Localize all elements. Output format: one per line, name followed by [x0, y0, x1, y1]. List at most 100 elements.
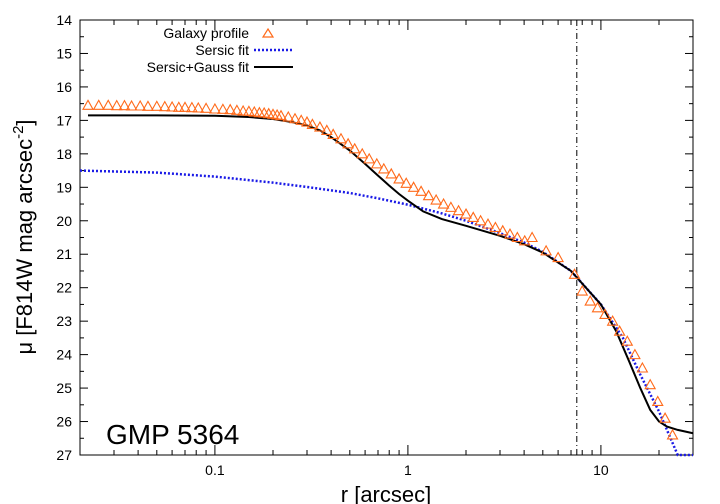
profile-point [599, 308, 611, 320]
y-tick-label: 23 [56, 313, 72, 329]
y-tick-label: 17 [56, 112, 72, 128]
profile-point [342, 137, 355, 149]
profile-point [242, 105, 255, 116]
x-tick-label: 0.1 [205, 462, 225, 478]
profile-point [166, 100, 179, 112]
profile-point [651, 395, 664, 407]
profile-point [437, 197, 450, 209]
profile-point [224, 103, 237, 115]
profile-point [540, 244, 553, 256]
profile-point [82, 99, 94, 110]
profile-point [125, 99, 138, 111]
profile-point [192, 101, 205, 113]
profile-point [271, 108, 284, 120]
legend-label-profile: Galaxy profile [163, 25, 249, 41]
profile-point [496, 224, 509, 236]
profile-point [628, 348, 641, 360]
y-axis-title-main: μ [F814W mag arcsec [12, 139, 37, 355]
y-tick-label: 16 [56, 79, 72, 95]
profile-point [289, 112, 301, 124]
x-axis-title: r [arcsec] [341, 482, 431, 504]
profile-point [92, 99, 105, 110]
legend-label-sersic: Sersic fit [195, 42, 249, 58]
profile-point [666, 428, 679, 440]
profile-point [452, 204, 465, 216]
profile-point [568, 268, 581, 279]
profile-point [504, 228, 516, 239]
y-tick-label: 22 [56, 280, 72, 296]
y-tick-label: 27 [56, 447, 72, 463]
profile-point [185, 101, 198, 113]
profile-point [320, 124, 333, 135]
profile-point [489, 221, 502, 233]
profile-point [230, 104, 243, 115]
legend-label-combined: Sersic+Gauss fit [147, 59, 249, 75]
legend: Galaxy profile Sersic fit Sersic+Gauss f… [147, 25, 293, 75]
profile-point [400, 177, 413, 188]
profile-point [576, 284, 589, 296]
profile-point [422, 189, 435, 201]
profile-point [363, 152, 376, 164]
profile-point [102, 99, 115, 110]
profile-point [172, 101, 185, 112]
y-tick-label: 25 [56, 380, 72, 396]
x-axis-ticks: 0.1 1 10 [79, 20, 694, 478]
profile-point [134, 99, 147, 111]
profile-point [158, 100, 171, 112]
profile-point [644, 378, 657, 390]
y-axis-title-superscript: -2 [10, 126, 27, 139]
profile-point [613, 325, 626, 336]
plot-frame [79, 19, 694, 456]
y-tick-label: 19 [56, 179, 72, 195]
profile-point [511, 231, 524, 243]
y-tick-label: 20 [56, 213, 72, 229]
y-tick-label: 18 [56, 146, 72, 162]
series-line-sersic-gauss-fit [87, 114, 694, 435]
profile-point [150, 100, 163, 111]
profile-point [282, 110, 295, 122]
profile-point [200, 102, 213, 113]
profile-point [142, 100, 154, 111]
profile-point [313, 120, 326, 132]
profile-point [348, 142, 361, 154]
profile-point [467, 211, 480, 222]
profile-point [407, 181, 420, 192]
profile-point [237, 104, 250, 116]
y-tick-label: 14 [56, 12, 72, 28]
profile-point [606, 315, 619, 326]
profile-point [216, 103, 229, 114]
profile-point [636, 361, 649, 373]
profile-point [110, 99, 123, 111]
series-line-sersic-fit [79, 169, 693, 457]
profile-point [584, 294, 597, 306]
x-tick-label: 10 [593, 462, 609, 478]
profile-point [377, 162, 390, 174]
y-axis-title-closing: ] [12, 119, 37, 125]
profile-point [118, 99, 131, 111]
y-tick-label: 21 [56, 246, 72, 262]
profile-point [393, 172, 406, 184]
profile-point [301, 115, 313, 127]
y-tick-label: 26 [56, 414, 72, 430]
series-layer [79, 99, 694, 457]
profile-point [295, 114, 308, 125]
profile-point [552, 251, 565, 263]
profile-point [385, 167, 398, 179]
profile-point [306, 118, 319, 129]
profile-point [482, 217, 494, 229]
profile-point [430, 193, 443, 205]
profile-point [474, 214, 487, 226]
galaxy-name-label: GMP 5364 [106, 419, 239, 450]
legend-marker-profile [261, 27, 275, 38]
y-axis-ticks: 14 15 16 17 18 19 20 21 22 23 24 25 26 27 [56, 12, 693, 463]
y-tick-label: 15 [56, 45, 72, 61]
profile-point [370, 157, 383, 169]
profile-point [179, 101, 191, 112]
profile-point [275, 109, 287, 121]
profile-point [327, 128, 340, 139]
profile-point [621, 335, 634, 346]
profile-point [335, 132, 347, 144]
profile-point [460, 207, 472, 219]
profile-point [356, 147, 369, 159]
